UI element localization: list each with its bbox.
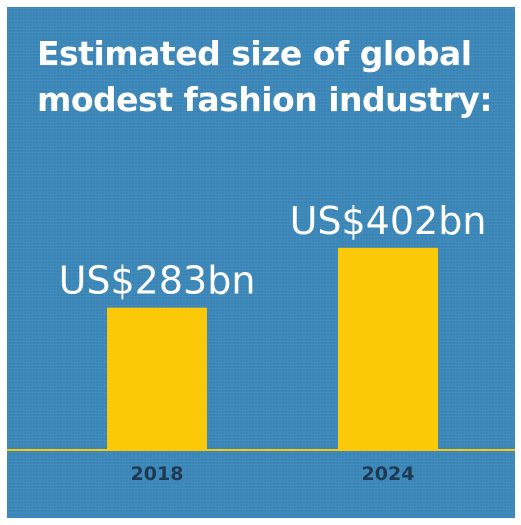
bars-layer	[107, 247, 438, 450]
bar-2024	[338, 247, 438, 450]
value-label-2018: US$283bn	[59, 259, 256, 303]
tick-label-2024: 2024	[362, 463, 415, 485]
value-label-2024: US$402bn	[290, 199, 487, 243]
chart-title: Estimated size of global modest fashion …	[37, 34, 493, 119]
labels-layer: US$283bn 2018 US$402bn 2024	[59, 199, 487, 485]
bar-chart: US$283bn 2018 US$402bn 2024	[7, 199, 515, 485]
bar-2018	[107, 307, 207, 450]
tick-label-2018: 2018	[131, 463, 184, 485]
chart-panel: Estimated size of global modest fashion …	[7, 7, 515, 518]
